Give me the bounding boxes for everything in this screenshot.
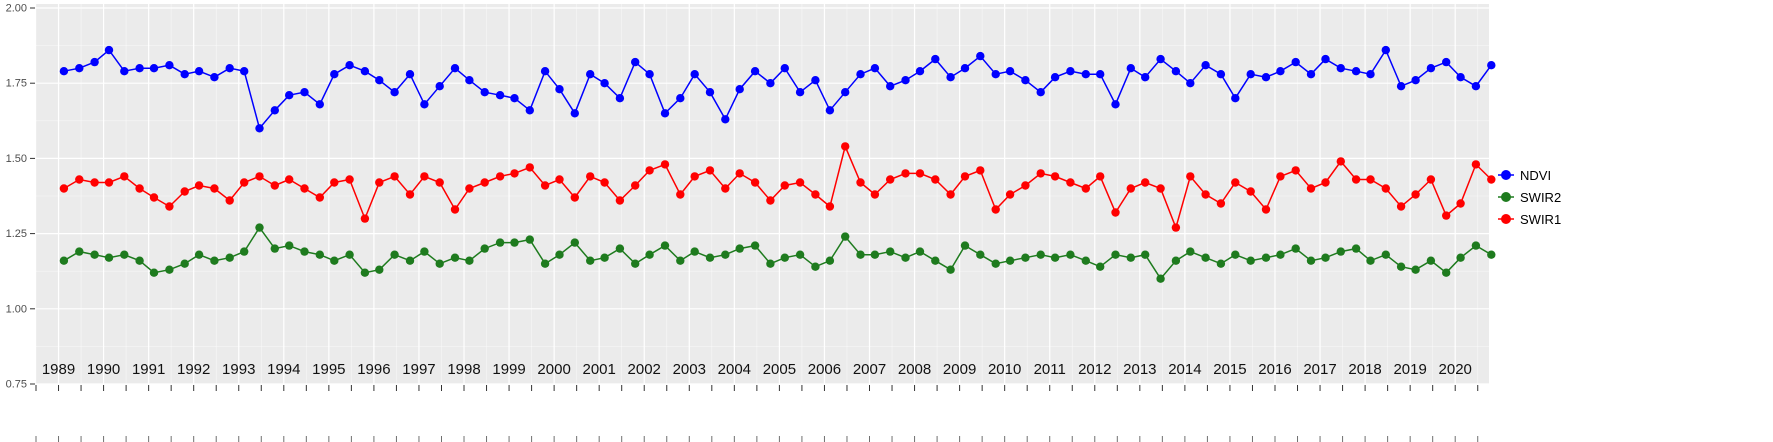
y-tick-label: 1.00 — [6, 303, 27, 315]
x-tick-label: 2013 — [1123, 361, 1156, 378]
series-swir1 — [59, 142, 1496, 232]
plot-panel — [36, 4, 1489, 384]
x-tick-label: 2018 — [1348, 361, 1381, 378]
x-tick-label: 1996 — [357, 361, 390, 378]
x-tick-label: 2017 — [1303, 361, 1336, 378]
y-axis-labels: 0.75 1.00 1.25 1.50 1.75 2.00 — [6, 3, 27, 391]
x-tick-label: 2016 — [1258, 361, 1291, 378]
x-tick-label: 2009 — [943, 361, 976, 378]
x-tick-label: 2010 — [988, 361, 1021, 378]
legend-item-ndvi: NDVI — [1496, 166, 1561, 184]
legend-label: NDVI — [1520, 167, 1552, 183]
x-tick-label: 2004 — [718, 361, 751, 378]
x-tick-label: 2015 — [1213, 361, 1246, 378]
x-axis-labels: 1989 1990 1991 1992 1993 1994 1995 1996 1997 1998… — [42, 361, 1472, 378]
legend-label: SWIR1 — [1520, 211, 1562, 227]
x-tick-label: 1995 — [312, 361, 345, 378]
legend-key-icon — [1498, 192, 1514, 202]
legend-item-swir1: SWIR1 — [1496, 210, 1561, 228]
x-tick-label: 1998 — [447, 361, 480, 378]
x-tick-label: 1990 — [87, 361, 120, 378]
y-tick-label: 1.25 — [6, 228, 27, 240]
x-tick-label: 2012 — [1078, 361, 1111, 378]
x-tick-label: 1994 — [267, 361, 300, 378]
x-tick-label: 1989 — [42, 361, 75, 378]
y-tick-label: 0.75 — [6, 379, 27, 391]
x-tick-label: 1992 — [177, 361, 210, 378]
x-tick-label: 2006 — [808, 361, 841, 378]
legend-item-swir2: SWIR2 — [1496, 188, 1561, 206]
legend-label: SWIR2 — [1520, 189, 1562, 205]
y-tick-label: 2.00 — [6, 3, 27, 15]
legend: NDVI SWIR2 SWIR1 — [1496, 166, 1561, 228]
x-tick-label: 2011 — [1034, 361, 1066, 378]
x-tick-label: 2001 — [582, 361, 615, 378]
x-tick-label: 2014 — [1168, 361, 1201, 378]
x-tick-label: 2002 — [628, 361, 661, 378]
x-tick-label: 1999 — [492, 361, 525, 378]
x-tick-label: 1991 — [132, 361, 165, 378]
x-tick-label: 2007 — [853, 361, 886, 378]
series-ndvi — [59, 45, 1496, 133]
y-tick-label: 1.50 — [6, 153, 27, 165]
x-tick-label: 2019 — [1393, 361, 1426, 378]
x-tick-label: 2005 — [763, 361, 796, 378]
series-swir2 — [59, 223, 1496, 283]
x-tick-label: 1993 — [222, 361, 255, 378]
legend-key-icon — [1498, 214, 1514, 224]
x-tick-label: 2003 — [673, 361, 706, 378]
x-tick-label: 2000 — [537, 361, 570, 378]
x-tick-label: 2020 — [1439, 361, 1472, 378]
x-tick-label: 2008 — [898, 361, 931, 378]
legend-key-icon — [1498, 170, 1514, 180]
x-tick-label: 1997 — [402, 361, 435, 378]
y-tick-label: 1.75 — [6, 78, 27, 90]
axis-ticks — [30, 7, 1479, 442]
